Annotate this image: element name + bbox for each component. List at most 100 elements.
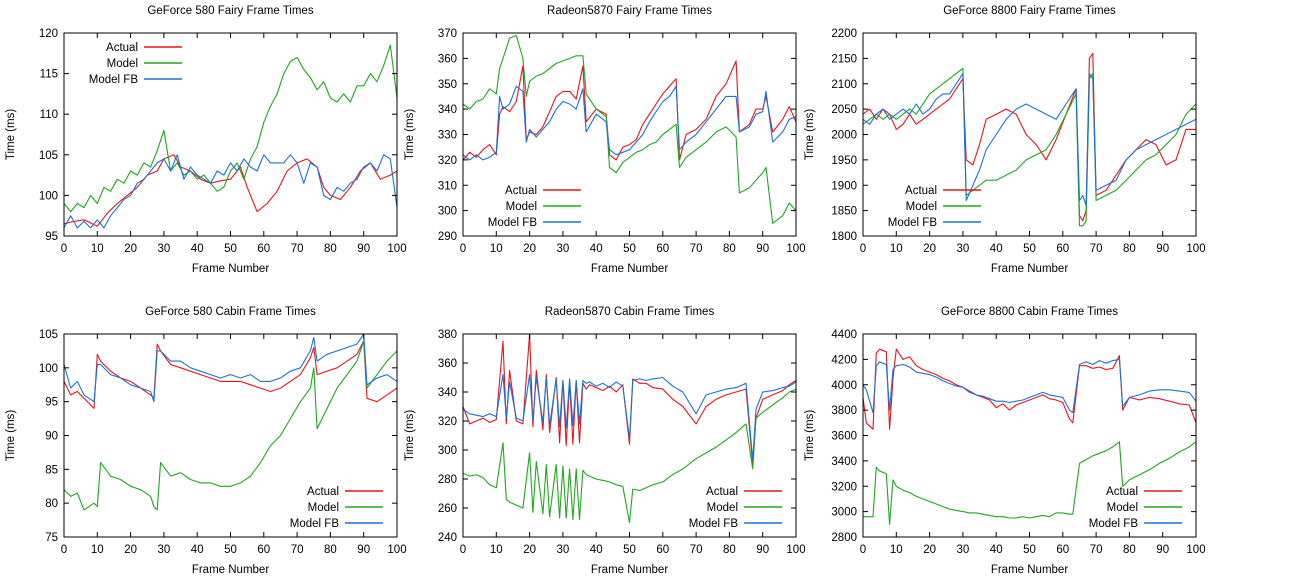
- y-tick-label: 3200: [831, 481, 857, 493]
- x-tick-label: 60: [257, 544, 270, 556]
- y-axis-label: Time (ms): [404, 410, 416, 461]
- y-tick-label: 300: [438, 445, 457, 457]
- x-tick-label: 40: [990, 544, 1003, 556]
- legend-label-model: Model: [906, 201, 937, 213]
- x-tick-label: 20: [124, 243, 137, 255]
- x-tick-label: 30: [557, 243, 570, 255]
- series-group: [862, 52, 1197, 227]
- x-tick-label: 20: [124, 544, 137, 556]
- series-group: [63, 333, 398, 511]
- chart-title: GeForce 8800 Fairy Frame Times: [943, 5, 1116, 17]
- x-tick-label: 30: [957, 243, 970, 255]
- series-line-model: [63, 44, 398, 213]
- series-line-model: [462, 34, 797, 224]
- y-tick-label: 3000: [831, 507, 857, 519]
- legend-label-model-fb: Model FB: [689, 518, 739, 530]
- y-tick-label: 1950: [831, 155, 857, 167]
- x-tick-label: 40: [990, 243, 1003, 255]
- x-tick-label: 90: [1156, 544, 1169, 556]
- y-tick-label: 260: [438, 503, 457, 515]
- x-tick-label: 50: [623, 243, 636, 255]
- chart-title: GeForce 580 Cabin Frame Times: [145, 306, 316, 318]
- x-tick-label: 10: [890, 544, 903, 556]
- legend-label-actual: Actual: [505, 185, 537, 197]
- x-tick-label: 60: [656, 243, 669, 255]
- y-tick-label: 3800: [831, 405, 857, 417]
- legend-label-model-fb: Model FB: [89, 74, 139, 86]
- series-line-model-fb: [63, 154, 398, 229]
- x-axis-label: Frame Number: [192, 263, 269, 275]
- x-tick-label: 0: [860, 544, 866, 556]
- x-tick-label: 90: [1156, 243, 1169, 255]
- y-tick-label: 320: [438, 416, 457, 428]
- x-tick-label: 10: [890, 243, 903, 255]
- y-axis-label: Time (ms): [804, 410, 816, 461]
- series-group: [63, 44, 398, 229]
- series-group: [462, 34, 797, 224]
- legend: Actual Model Model FB: [89, 42, 182, 86]
- y-tick-label: 1900: [831, 180, 857, 192]
- x-tick-label: 100: [387, 544, 406, 556]
- x-axis-label: Frame Number: [192, 564, 269, 576]
- y-tick-label: 1800: [831, 231, 857, 243]
- x-tick-label: 0: [860, 243, 866, 255]
- y-tick-label: 90: [45, 431, 58, 443]
- x-tick-label: 50: [224, 544, 237, 556]
- x-tick-label: 40: [191, 544, 204, 556]
- y-tick-label: 310: [438, 180, 457, 192]
- chart-title: GeForce 8800 Cabin Frame Times: [941, 306, 1118, 318]
- y-tick-label: 95: [45, 397, 58, 409]
- chart-title: GeForce 580 Fairy Frame Times: [147, 5, 313, 17]
- x-tick-label: 50: [1023, 243, 1036, 255]
- x-tick-label: 90: [357, 544, 370, 556]
- x-tick-label: 0: [460, 243, 466, 255]
- series-line-model-fb: [862, 358, 1197, 414]
- x-tick-label: 100: [1186, 544, 1205, 556]
- x-tick-label: 70: [291, 243, 304, 255]
- x-tick-label: 30: [957, 544, 970, 556]
- y-axis-label: Time (ms): [404, 109, 416, 160]
- y-tick-label: 290: [438, 231, 457, 243]
- legend-label-actual: Actual: [106, 42, 138, 54]
- y-tick-label: 340: [438, 387, 457, 399]
- y-tick-label: 280: [438, 474, 457, 486]
- series-line-actual: [862, 52, 1196, 222]
- y-tick-label: 105: [39, 150, 58, 162]
- x-tick-label: 80: [1123, 243, 1136, 255]
- y-tick-label: 380: [438, 329, 457, 341]
- legend-label-model: Model: [707, 502, 738, 514]
- legend-label-model: Model: [1107, 502, 1138, 514]
- x-tick-label: 30: [158, 243, 171, 255]
- y-tick-label: 2150: [831, 53, 857, 65]
- y-tick-label: 115: [40, 69, 58, 81]
- x-tick-label: 40: [590, 544, 603, 556]
- legend: Actual Model Model FB: [689, 486, 782, 530]
- x-tick-label: 60: [656, 544, 669, 556]
- x-tick-label: 90: [756, 243, 769, 255]
- x-tick-label: 20: [923, 243, 936, 255]
- chart-panel-5: Radeon5870 Cabin Frame Times 0 10 20 30 40 50 6…: [404, 306, 806, 576]
- y-tick-label: 3400: [831, 456, 857, 468]
- x-tick-label: 80: [723, 243, 736, 255]
- y-tick-label: 360: [438, 358, 457, 370]
- y-tick-label: 240: [438, 532, 457, 544]
- x-tick-label: 40: [191, 243, 204, 255]
- series-line-actual: [63, 154, 398, 227]
- x-tick-label: 90: [756, 544, 769, 556]
- y-tick-label: 105: [39, 329, 58, 341]
- legend-label-actual: Actual: [706, 486, 738, 498]
- y-tick-label: 3600: [831, 431, 857, 443]
- x-tick-label: 70: [1090, 544, 1103, 556]
- y-tick-label: 370: [438, 28, 457, 40]
- x-tick-label: 20: [923, 544, 936, 556]
- series-line-model-fb: [462, 374, 797, 461]
- y-tick-label: 350: [438, 79, 457, 91]
- x-tick-label: 100: [1186, 243, 1205, 255]
- x-tick-label: 100: [387, 243, 406, 255]
- legend-label-model: Model: [308, 502, 339, 514]
- chart-panel-4: GeForce 580 Cabin Frame Times 0 10 20 30 40 50…: [5, 306, 407, 576]
- y-tick-label: 1850: [831, 206, 857, 218]
- series-line-model-fb: [862, 73, 1197, 207]
- x-tick-label: 70: [690, 544, 703, 556]
